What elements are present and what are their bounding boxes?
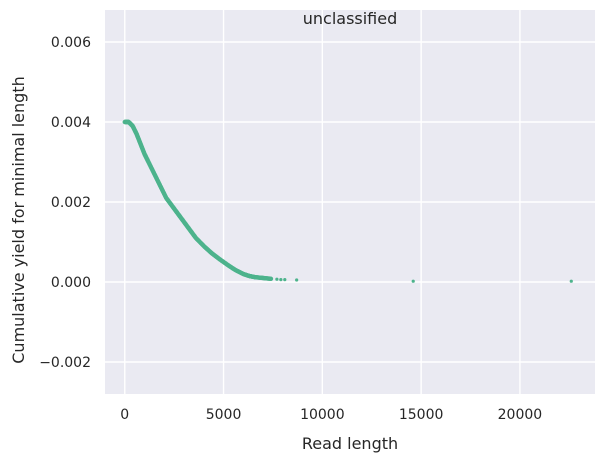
data-point — [411, 279, 415, 283]
x-tick-label: 20000 — [498, 407, 543, 423]
x-tick-label: 0 — [120, 407, 129, 423]
data-point — [295, 278, 299, 282]
data-point — [283, 278, 287, 282]
data-points — [122, 119, 573, 283]
y-tick-label: 0.004 — [51, 115, 91, 131]
y-tick-label: 0.002 — [51, 195, 91, 211]
y-tick-label: 0.000 — [51, 275, 91, 291]
x-tick-label: 5000 — [206, 407, 242, 423]
x-axis-label: Read length — [302, 434, 398, 453]
y-axis-ticks: −0.002 0.000 0.002 0.004 0.006 — [39, 35, 91, 371]
x-tick-label: 15000 — [399, 407, 444, 423]
y-tick-label: −0.002 — [39, 355, 91, 371]
chart-title: unclassified — [303, 9, 398, 28]
y-axis-label: Cumulative yield for minimal length — [9, 76, 28, 363]
y-tick-label: 0.006 — [51, 35, 91, 51]
x-axis-ticks: 0 5000 10000 15000 20000 — [120, 407, 542, 423]
grid — [105, 10, 595, 394]
data-point — [268, 276, 274, 281]
data-point — [279, 278, 283, 282]
x-tick-label: 10000 — [300, 407, 345, 423]
data-point — [275, 277, 279, 281]
data-point — [569, 279, 573, 283]
